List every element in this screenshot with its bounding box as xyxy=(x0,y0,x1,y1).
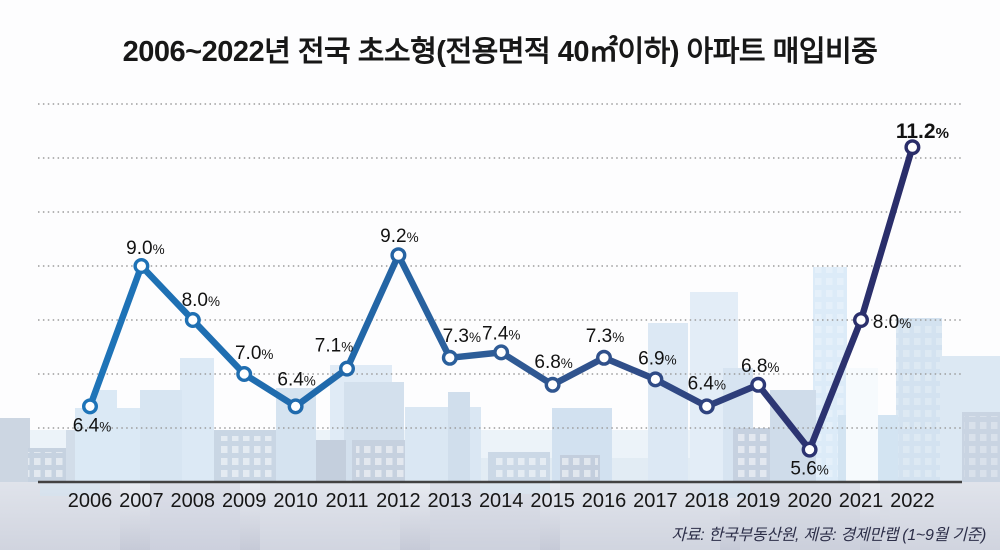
year-label-2006: 2006 xyxy=(68,490,113,512)
year-label-2015: 2015 xyxy=(530,490,575,512)
data-point-2012 xyxy=(390,247,407,264)
data-points xyxy=(81,139,921,458)
chart-title: 2006~2022년 전국 초소형(전용면적 40㎡이하) 아파트 매입비중 xyxy=(122,36,878,68)
data-label-2019: 6.8% xyxy=(741,356,779,377)
data-label-2009: 7.0% xyxy=(235,343,273,364)
year-label-2011: 2011 xyxy=(325,490,368,512)
year-label-2008: 2008 xyxy=(171,490,216,512)
data-label-2011: 7.1% xyxy=(315,336,353,357)
data-point-2009 xyxy=(236,366,253,383)
year-label-2013: 2013 xyxy=(428,490,473,512)
year-label-2017: 2017 xyxy=(633,490,678,512)
data-label-2021: 8.0% xyxy=(873,312,911,333)
data-point-2007 xyxy=(133,258,150,275)
year-label-2021: 2021 xyxy=(839,490,884,512)
year-label-2019: 2019 xyxy=(736,490,781,512)
data-point-2014 xyxy=(493,344,510,361)
data-label-2012: 9.2% xyxy=(380,226,418,247)
data-label-2020: 5.6% xyxy=(790,459,828,480)
data-point-2022 xyxy=(904,139,921,156)
year-label-2007: 2007 xyxy=(119,490,164,512)
year-label-2020: 2020 xyxy=(787,490,832,512)
source-note: 자료: 한국부동산원, 제공: 경제만랩 (1~9월 기준) xyxy=(671,527,986,544)
year-label-2018: 2018 xyxy=(685,490,730,512)
data-label-2007: 9.0% xyxy=(126,238,164,259)
data-label-2018: 6.4% xyxy=(688,373,726,394)
data-point-2010 xyxy=(287,398,304,415)
data-labels: 6.4%9.0%8.0%7.0%6.4%7.1%9.2%7.3% 7.4%6.8%… xyxy=(73,120,949,479)
data-label-2016: 7.3% xyxy=(586,326,624,347)
data-label-2006: 6.4% xyxy=(73,415,111,436)
year-label-2016: 2016 xyxy=(582,490,627,512)
data-label-2017: 6.9% xyxy=(638,348,676,369)
data-point-2013 xyxy=(441,349,458,366)
data-point-2016 xyxy=(596,349,613,366)
data-label-2014: 7.4% xyxy=(482,323,520,344)
year-labels: 2006 2007 2008 2009 2010 2011 2012 2013 2014 2015… xyxy=(68,490,935,512)
data-label-2022: 11.2% xyxy=(896,120,949,143)
data-point-2021 xyxy=(853,312,870,329)
data-point-2015 xyxy=(544,376,561,393)
year-label-2014: 2014 xyxy=(479,490,524,512)
data-point-2011 xyxy=(339,360,356,377)
year-label-2010: 2010 xyxy=(273,490,318,512)
data-label-2013: 7.3% xyxy=(443,326,481,347)
year-label-2022: 2022 xyxy=(890,490,935,512)
year-label-2012: 2012 xyxy=(376,490,421,512)
data-point-2008 xyxy=(184,312,201,329)
data-point-2020 xyxy=(801,441,818,458)
data-point-2018 xyxy=(698,398,715,415)
data-label-2015: 6.8% xyxy=(534,352,572,373)
grid-lines xyxy=(38,103,962,429)
data-point-2017 xyxy=(647,371,664,388)
year-label-2009: 2009 xyxy=(222,490,267,512)
data-label-2010: 6.4% xyxy=(277,369,315,390)
data-point-2006 xyxy=(81,398,98,415)
data-point-2019 xyxy=(750,376,767,393)
data-label-2008: 8.0% xyxy=(182,290,220,311)
